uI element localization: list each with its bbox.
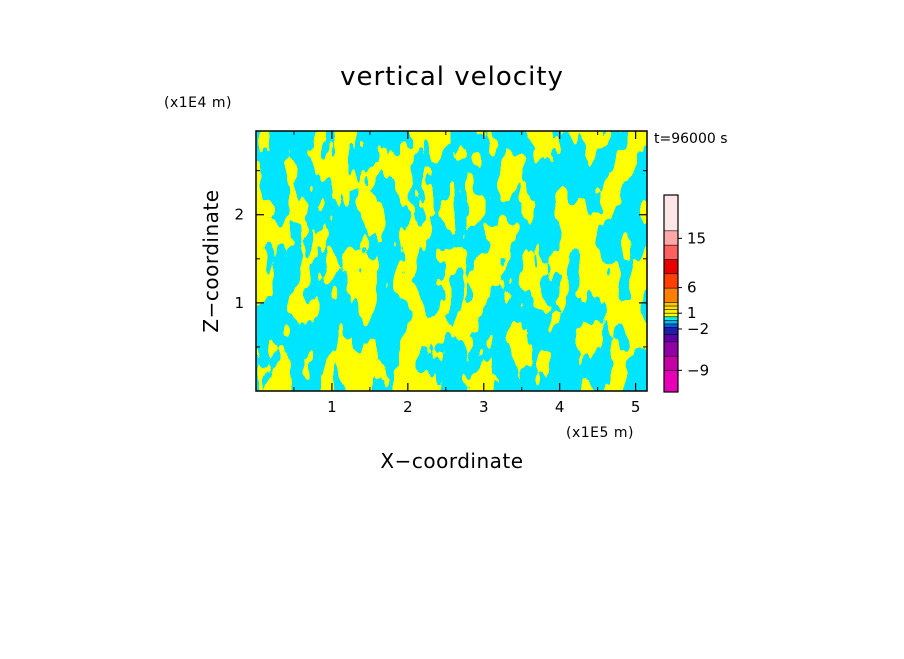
colorbar-segment xyxy=(664,195,678,231)
x-tick-label: 5 xyxy=(631,398,641,416)
colorbar-segment xyxy=(664,288,678,303)
colorbar-label: −2 xyxy=(687,320,709,338)
colorbar-label: 1 xyxy=(687,304,697,322)
y-tick-label: 1 xyxy=(234,294,244,312)
y-axis-title: Z−coordinate xyxy=(199,189,223,332)
plot-area xyxy=(256,131,647,391)
colorbar-segment xyxy=(664,259,678,274)
colorbar-frame xyxy=(663,194,679,393)
colorbar-segment xyxy=(664,245,678,260)
axis-ticks: 1 2 3 4 5 1 2 xyxy=(234,131,647,416)
colorbar-segment xyxy=(664,273,678,289)
colorbar-segment xyxy=(664,341,678,357)
colorbar-label: −9 xyxy=(687,361,709,379)
colorbar-segment xyxy=(664,323,678,328)
x-unit-label: (x1E5 m) xyxy=(566,425,634,441)
colorbar-segment xyxy=(664,309,678,314)
x-axis-title: X−coordinate xyxy=(380,449,523,473)
field-positive-region xyxy=(256,131,647,391)
colorbar-segment xyxy=(664,230,678,246)
colorbar-label: 6 xyxy=(687,279,697,297)
colorbar-segment xyxy=(664,313,678,317)
colorbar-segment xyxy=(664,316,678,321)
time-label: t=96000 s xyxy=(654,131,728,147)
plot-frame xyxy=(255,130,648,392)
colorbar-segment xyxy=(664,306,678,310)
colorbar-segment xyxy=(664,334,678,342)
y-unit-label: (x1E4 m) xyxy=(164,95,232,111)
colorbar-segment xyxy=(664,356,678,371)
x-tick-label: 1 xyxy=(327,398,337,416)
colorbar-segment xyxy=(664,302,678,307)
colorbar-label: 15 xyxy=(687,229,706,247)
colorbar-segment xyxy=(664,320,678,324)
x-tick-label: 4 xyxy=(555,398,565,416)
colorbar-segment xyxy=(664,370,678,392)
x-tick-label: 3 xyxy=(479,398,489,416)
chart-title: vertical velocity xyxy=(340,62,564,92)
colorbar: −9 −21 6 15 xyxy=(663,194,709,393)
colorbar-segment xyxy=(664,327,678,335)
x-tick-label: 2 xyxy=(403,398,413,416)
y-tick-label: 2 xyxy=(234,206,244,224)
